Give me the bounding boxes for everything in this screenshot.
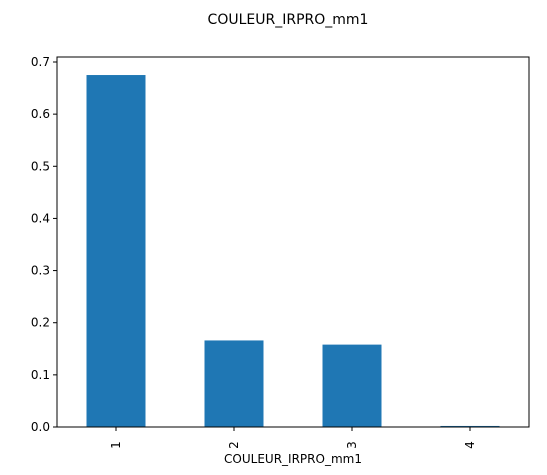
bars-group — [86, 75, 500, 428]
y-tick-label-1: 0.1 — [31, 368, 50, 382]
bar-2 — [204, 340, 264, 427]
y-tick-label-4: 0.4 — [31, 211, 50, 225]
x-axis-label: COULEUR_IRPRO_mm1 — [224, 452, 362, 466]
y-tick-label-0: 0.0 — [31, 420, 50, 434]
plot-frame — [56, 56, 530, 428]
bar-3 — [322, 344, 382, 427]
bar-1 — [86, 75, 146, 428]
x-tick-label-2: 2 — [227, 441, 241, 449]
x-axis: 1 2 3 4 — [109, 427, 477, 449]
y-tick-label-2: 0.2 — [31, 316, 50, 330]
chart-title: COULEUR_IRPRO_mm1 — [208, 12, 369, 28]
y-tick-label-5: 0.5 — [31, 159, 50, 173]
y-tick-label-3: 0.3 — [31, 264, 50, 278]
x-tick-label-3: 3 — [345, 441, 359, 449]
y-tick-label-7: 0.7 — [31, 55, 50, 69]
y-tick-label-6: 0.6 — [31, 107, 50, 121]
x-tick-label-4: 4 — [463, 441, 477, 449]
bar-4 — [440, 425, 500, 427]
x-tick-label-1: 1 — [109, 441, 123, 449]
y-axis: 0.0 0.1 0.2 0.3 0.4 0.5 0.6 0.7 — [31, 55, 57, 434]
